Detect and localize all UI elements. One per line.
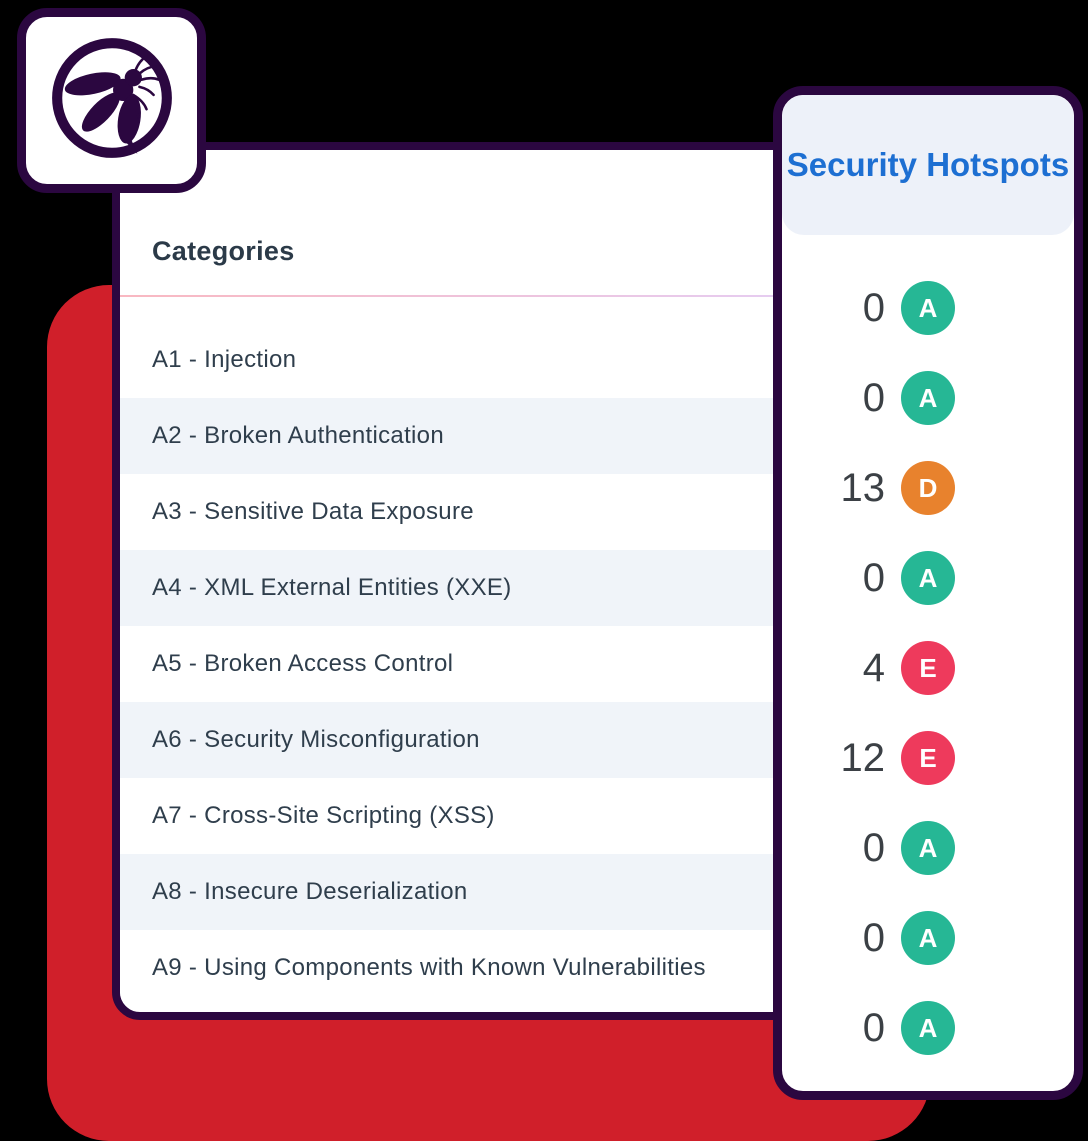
hotspot-row[interactable]: 13 D	[782, 443, 1074, 533]
hotspot-count: 13	[840, 465, 886, 510]
title-divider	[120, 295, 812, 297]
hotspot-count: 0	[862, 555, 885, 600]
rating-badge: A	[901, 281, 955, 335]
rating-badge: E	[901, 731, 955, 785]
category-row-a5[interactable]: A5 - Broken Access Control	[120, 626, 812, 702]
category-row-a6[interactable]: A6 - Security Misconfiguration	[120, 702, 812, 778]
category-row-a2[interactable]: A2 - Broken Authentication	[120, 398, 812, 474]
hotspot-row[interactable]: 0 A	[782, 353, 1074, 443]
hotspot-count: 0	[862, 375, 885, 420]
category-label: A2 - Broken Authentication	[152, 422, 444, 449]
categories-card: Categories A1 - Injection A2 - Broken Au…	[112, 142, 820, 1020]
security-hotspots-header: Security Hotspots	[782, 95, 1074, 235]
rating-badge: A	[901, 551, 955, 605]
rating-badge: A	[901, 821, 955, 875]
hotspot-count: 0	[862, 1005, 885, 1050]
rating-badge: A	[901, 1001, 955, 1055]
hotspot-row[interactable]: 0 A	[782, 893, 1074, 983]
hotspot-count: 0	[862, 915, 885, 960]
category-label: A8 - Insecure Deserialization	[152, 878, 468, 905]
security-hotspots-title: Security Hotspots	[786, 146, 1070, 183]
category-row-a3[interactable]: A3 - Sensitive Data Exposure	[120, 474, 812, 550]
rating-badge: A	[901, 371, 955, 425]
category-label: A7 - Cross-Site Scripting (XSS)	[152, 802, 495, 829]
owasp-logo-card	[17, 8, 206, 193]
hotspot-row[interactable]: 0 A	[782, 533, 1074, 623]
security-hotspots-list: 0 A 0 A 13 D 0 A 4 E 12 E	[782, 235, 1074, 1073]
category-label: A5 - Broken Access Control	[152, 650, 454, 677]
rating-badge: A	[901, 911, 955, 965]
hotspot-row[interactable]: 12 E	[782, 713, 1074, 803]
category-label: A4 - XML External Entities (XXE)	[152, 574, 512, 601]
rating-badge: D	[901, 461, 955, 515]
hotspot-row[interactable]: 0 A	[782, 983, 1074, 1073]
hotspot-row[interactable]: 4 E	[782, 623, 1074, 713]
category-label: A6 - Security Misconfiguration	[152, 726, 480, 753]
category-row-a4[interactable]: A4 - XML External Entities (XXE)	[120, 550, 812, 626]
category-row-a9[interactable]: A9 - Using Components with Known Vulnera…	[120, 930, 812, 1006]
category-label: A1 - Injection	[152, 346, 297, 373]
security-hotspots-panel: Security Hotspots 0 A 0 A 13 D 0 A 4 E	[773, 86, 1083, 1100]
category-row-a8[interactable]: A8 - Insecure Deserialization	[120, 854, 812, 930]
owasp-wasp-icon	[46, 32, 178, 169]
categories-title: Categories	[152, 236, 295, 266]
hotspot-count: 12	[840, 735, 886, 780]
hotspot-count: 0	[862, 825, 885, 870]
hotspot-count: 0	[862, 285, 885, 330]
categories-list: A1 - Injection A2 - Broken Authenticatio…	[120, 322, 812, 1006]
rating-badge: E	[901, 641, 955, 695]
hotspot-row[interactable]: 0 A	[782, 803, 1074, 893]
category-row-a7[interactable]: A7 - Cross-Site Scripting (XSS)	[120, 778, 812, 854]
hotspot-row[interactable]: 0 A	[782, 263, 1074, 353]
category-label: A9 - Using Components with Known Vulnera…	[152, 954, 706, 981]
category-row-a1[interactable]: A1 - Injection	[120, 322, 812, 398]
hotspot-count: 4	[862, 645, 885, 690]
category-label: A3 - Sensitive Data Exposure	[152, 498, 474, 525]
